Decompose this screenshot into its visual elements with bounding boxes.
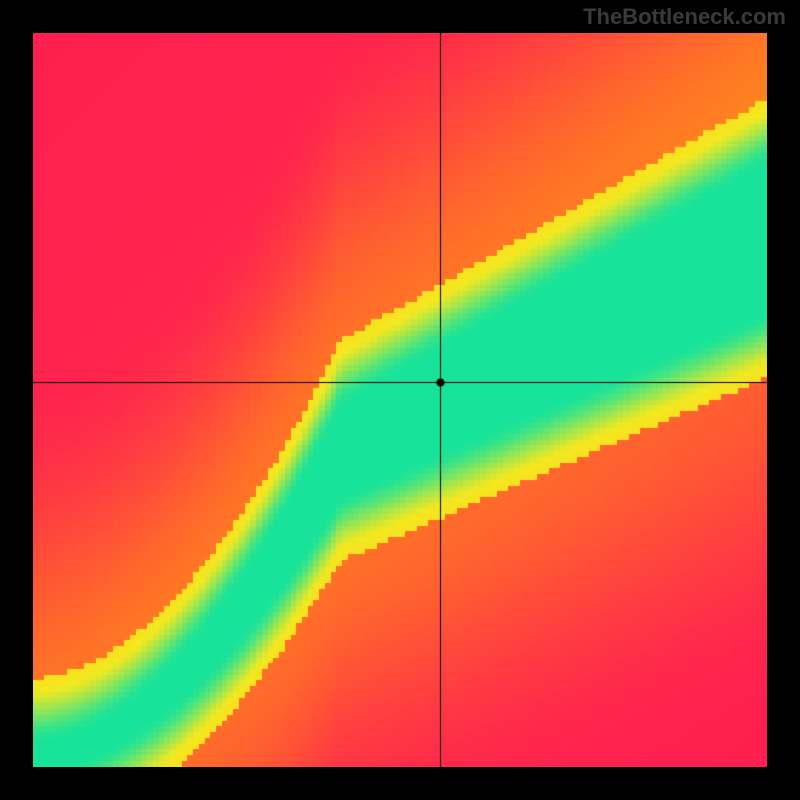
watermark-text: TheBottleneck.com [583,4,786,30]
chart-container: TheBottleneck.com [0,0,800,800]
bottleneck-heatmap [33,33,767,767]
